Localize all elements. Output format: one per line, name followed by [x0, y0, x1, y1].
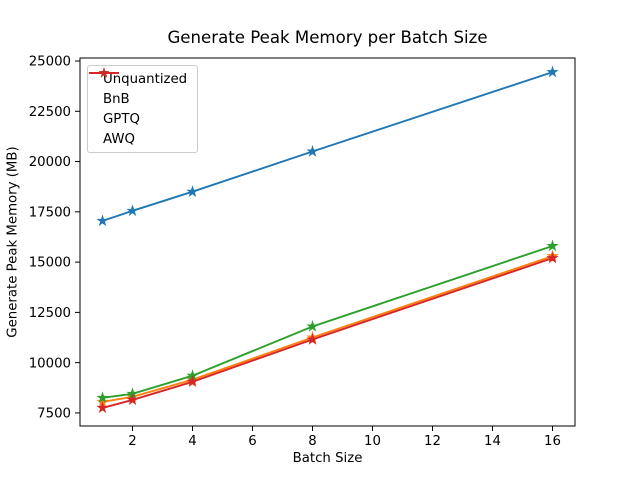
- y-tick-label: 25000: [29, 55, 71, 70]
- data-point-marker-awq: [96, 401, 109, 414]
- legend-label-unquantized: Unquantized: [103, 71, 188, 87]
- legend-label-awq: AWQ: [103, 131, 135, 147]
- data-point-marker-gptq: [96, 391, 109, 404]
- data-point-marker-awq: [126, 393, 139, 406]
- y-tick-label: 20000: [29, 155, 71, 170]
- x-tick-label: 4: [188, 434, 196, 449]
- x-tick-label: 8: [308, 434, 316, 449]
- x-tick-label: 6: [248, 434, 256, 449]
- chart-title: Generate Peak Memory per Batch Size: [167, 28, 488, 47]
- data-point-marker-awq: [306, 333, 319, 345]
- legend-item-gptq: GPTQ: [89, 67, 187, 129]
- legend-item-awq: AWQ: [89, 67, 187, 149]
- y-tick-label: 15000: [29, 256, 71, 271]
- data-point-marker-unquantized: [126, 204, 139, 217]
- y-tick-label: 7500: [37, 407, 71, 422]
- data-point-marker-gptq: [306, 319, 319, 332]
- legend: Unquantized BnB GPTQ AWQ: [87, 65, 199, 153]
- x-tick-label: 14: [484, 434, 501, 449]
- legend-label-bnb: BnB: [103, 91, 130, 107]
- x-axis-label: Batch Size: [292, 451, 363, 466]
- data-point-marker-unquantized: [546, 65, 559, 78]
- y-axis-label: Generate Peak Memory (MB): [5, 146, 21, 338]
- x-tick-label: 12: [424, 434, 441, 449]
- y-tick-label: 12500: [29, 306, 71, 321]
- x-tick-label: 16: [544, 434, 561, 449]
- x-tick-label: 10: [364, 434, 381, 449]
- y-tick-label: 17500: [29, 205, 71, 220]
- y-tick-label: 22500: [29, 105, 71, 120]
- data-point-marker-gptq: [546, 239, 559, 252]
- data-point-marker-awq: [186, 375, 199, 387]
- legend-label-gptq: GPTQ: [103, 111, 140, 127]
- y-tick-label: 10000: [29, 356, 71, 371]
- legend-line-marker-icon: [89, 67, 119, 78]
- data-point-marker-unquantized: [306, 145, 319, 157]
- data-point-marker-unquantized: [186, 185, 199, 197]
- plot-border: [79, 57, 576, 427]
- data-point-marker-unquantized: [96, 214, 109, 227]
- legend-item-bnb: BnB: [89, 67, 187, 109]
- data-point-marker-awq: [546, 251, 559, 264]
- x-tick-label: 2: [128, 434, 136, 449]
- series-line-bnb: [102, 255, 553, 403]
- series-line-gptq: [102, 245, 553, 399]
